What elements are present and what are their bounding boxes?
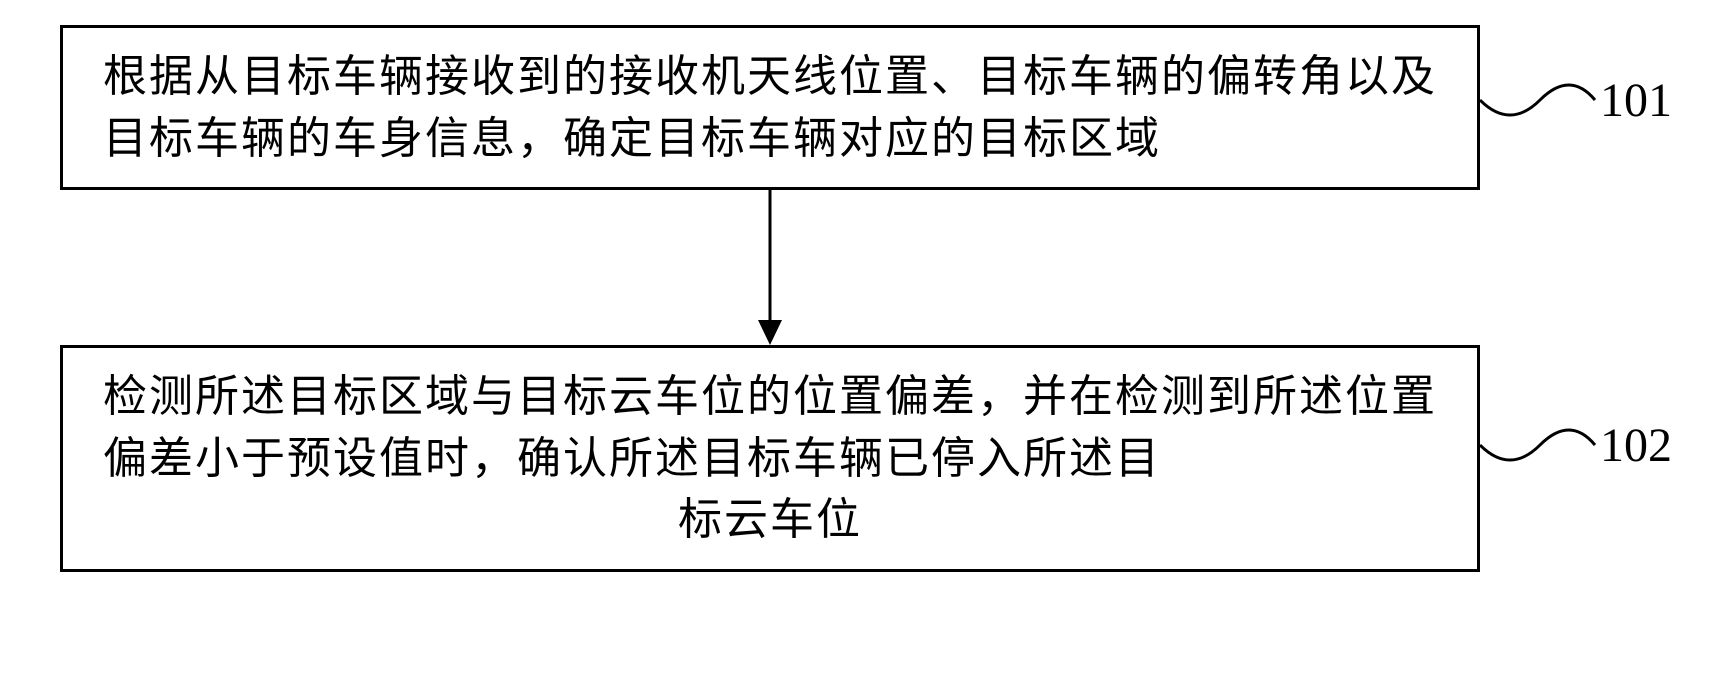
step2-text-line1: 检测所述目标区域与目标云车位的位置偏差，并在检测到所述位置偏差小于预设值时，确认… (103, 372, 1437, 483)
step2-row: 检测所述目标区域与目标云车位的位置偏差，并在检测到所述位置偏差小于预设值时，确认… (60, 345, 1660, 572)
step1-text: 根据从目标车辆接收到的接收机天线位置、目标车辆的偏转角以及目标车辆的车身信息，确… (103, 46, 1437, 169)
step1-connector (1480, 70, 1600, 130)
step1-label-container: 101 (1480, 70, 1672, 130)
step2-connector (1480, 415, 1600, 475)
step2-label: 102 (1600, 418, 1672, 473)
step2-text: 检测所述目标区域与目标云车位的位置偏差，并在检测到所述位置偏差小于预设值时，确认… (103, 366, 1437, 551)
step1-box: 根据从目标车辆接收到的接收机天线位置、目标车辆的偏转角以及目标车辆的车身信息，确… (60, 25, 1480, 190)
flowchart-container: 根据从目标车辆接收到的接收机天线位置、目标车辆的偏转角以及目标车辆的车身信息，确… (60, 25, 1660, 572)
step1-row: 根据从目标车辆接收到的接收机天线位置、目标车辆的偏转角以及目标车辆的车身信息，确… (60, 25, 1660, 190)
step2-label-container: 102 (1480, 415, 1672, 475)
step2-box: 检测所述目标区域与目标云车位的位置偏差，并在检测到所述位置偏差小于预设值时，确认… (60, 345, 1480, 572)
step2-text-line2: 标云车位 (103, 489, 1437, 551)
step1-label: 101 (1600, 73, 1672, 128)
arrow-container (60, 190, 1480, 345)
arrow-icon (750, 190, 790, 345)
